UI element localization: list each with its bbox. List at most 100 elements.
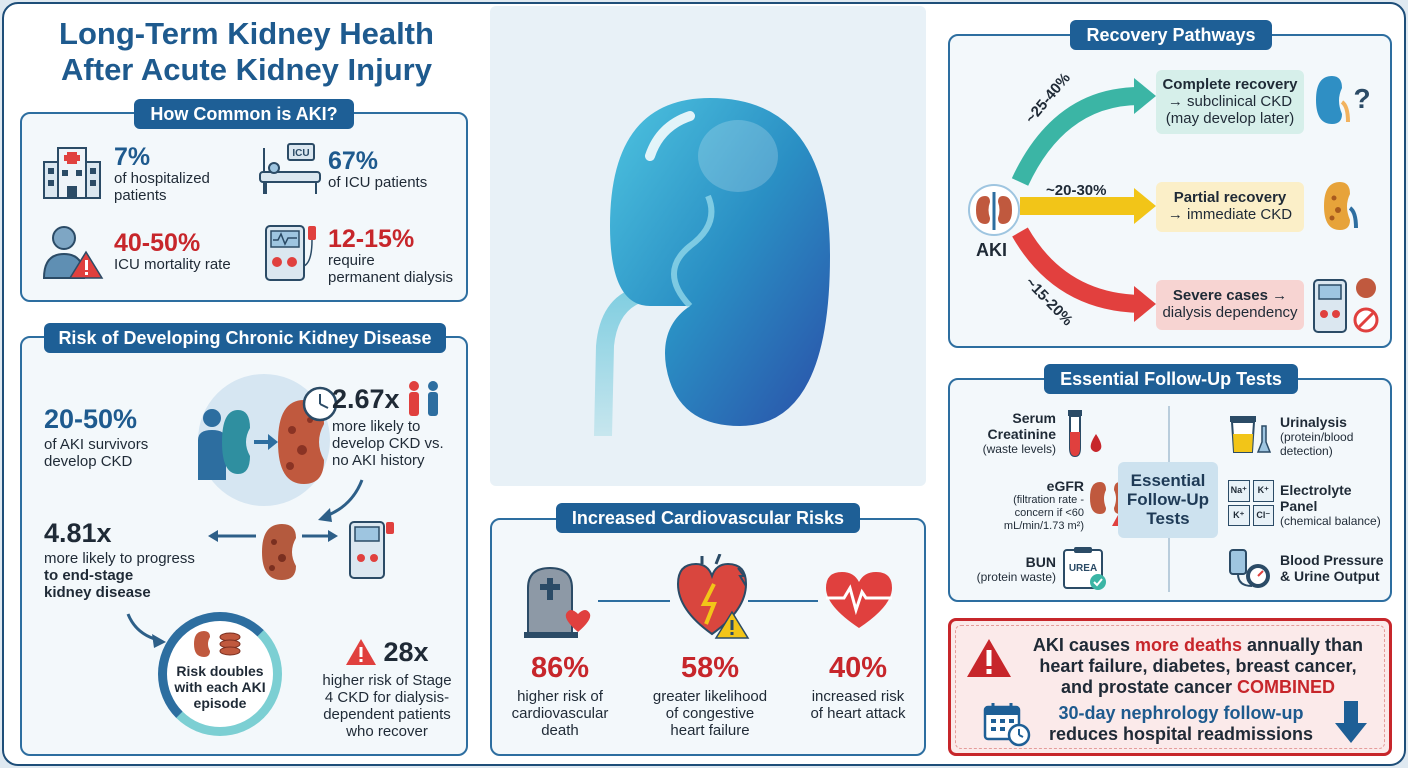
stat-more-likely: 2.67x more likely to develop CKD vs. no … <box>332 380 444 469</box>
stat-label: increased risk <box>811 688 905 705</box>
kidney-hero-card <box>490 6 926 486</box>
electrolyte-cell: K⁺ <box>1252 480 1274 502</box>
stat-label: 4 CKD for dialysis- <box>324 689 450 706</box>
test-name: eGFR <box>1046 478 1084 494</box>
page-title: Long-Term Kidney Health After Acute Kidn… <box>24 16 469 88</box>
test-desc: (chemical balance) <box>1280 514 1381 528</box>
test-blood-pressure: Blood Pressure & Urine Output <box>1280 552 1383 584</box>
aki-label: AKI <box>976 240 1007 260</box>
damaged-kidney-icon <box>208 521 394 580</box>
outcome-line: Partial recovery <box>1173 189 1287 206</box>
outcome-line: dialysis dependency <box>1162 304 1298 321</box>
electrolyte-grid-icon: Na⁺ K⁺ K⁺ Cl⁻ <box>1228 480 1274 526</box>
warning-icon <box>346 639 377 665</box>
stat-label: patients <box>114 187 167 204</box>
stat-label: of hospitalized <box>114 170 210 187</box>
icu-bed-icon: ICU <box>254 142 324 198</box>
electrolyte-cell: Cl⁻ <box>1252 504 1274 526</box>
electrolyte-cell: K⁺ <box>1228 504 1250 526</box>
warning-icon <box>967 639 1011 677</box>
urine-cup-icon <box>1230 416 1272 453</box>
kidney-icon <box>594 98 830 436</box>
stat-label: more likely to progress <box>44 550 195 567</box>
stat-stage4: 28x higher risk of Stage 4 CKD for dialy… <box>312 637 462 741</box>
outcome-severe: Severe cases → dialysis dependency <box>1156 280 1304 330</box>
stat-label: more likely to <box>332 418 421 435</box>
outcome-complete-recovery: Complete recovery → subclinical CKD (may… <box>1156 70 1304 134</box>
test-urinalysis: Urinalysis (protein/blood detection) <box>1280 414 1353 458</box>
test-desc: mL/min/1.73 m²) <box>1003 520 1084 532</box>
stat-label: require <box>328 252 375 269</box>
stat-icu: 67% of ICU patients <box>328 148 427 191</box>
ckd-risk-panel: 20-50% of AKI survivors develop CKD 2.67… <box>20 336 468 756</box>
stat-label: of heart attack <box>810 705 906 722</box>
risk-doubles-badge: Risk doubles with each AKI episode <box>158 612 282 736</box>
partial-kidney-icon <box>1324 182 1358 230</box>
test-desc: concern if <60 <box>1014 507 1084 519</box>
stat-label: death <box>541 722 579 739</box>
test-electrolyte: Electrolyte Panel (chemical balance) <box>1280 482 1381 528</box>
urea-clipboard-icon: UREA <box>1063 547 1106 590</box>
stat-value: 12-15% <box>328 225 415 253</box>
alert-panel: AKI causes more deaths annually than hea… <box>948 618 1392 756</box>
kidney-progression-icon <box>192 370 342 510</box>
tests-center-box: Essential Follow-Up Tests <box>1118 462 1218 538</box>
stat-value: 2.67x <box>332 384 400 414</box>
test-name: & Urine Output <box>1280 568 1380 584</box>
stat-value: 28x <box>383 637 429 667</box>
pathway-arrows <box>1011 78 1156 322</box>
followup-line: reduces hospital readmissions <box>1048 724 1314 744</box>
outcome-line: Severe cases → <box>1172 287 1288 304</box>
test-tube-icon <box>1068 410 1102 458</box>
test-desc: (protein/blood <box>1280 430 1354 444</box>
kidney-stack-icon <box>194 631 241 657</box>
people-icon <box>408 381 438 416</box>
stat-label: of congestive <box>665 705 755 722</box>
stat-value: 67% <box>328 147 379 175</box>
stat-label: of ICU patients <box>328 174 428 191</box>
center-line: Follow-Up <box>1126 490 1210 509</box>
test-name: Electrolyte <box>1280 482 1352 498</box>
stat-value: 7% <box>114 143 151 171</box>
test-name: Creatinine <box>987 426 1056 442</box>
badge-line: episode <box>193 695 247 711</box>
tests-panel: Serum Creatinine (waste levels) eGFR (fi… <box>948 378 1392 602</box>
test-desc: (filtration rate - <box>1013 494 1084 506</box>
cardio-title: Increased Cardiovascular Risks <box>556 503 860 533</box>
stat-label: heart failure <box>670 722 750 739</box>
stat-dialysis: 12-15% require permanent dialysis <box>328 226 453 286</box>
question-mark: ? <box>1353 83 1370 114</box>
urea-text: UREA <box>1069 563 1097 574</box>
center-line: Tests <box>1146 509 1190 528</box>
outcome-line: → subclinical CKD <box>1167 93 1293 110</box>
stat-value: 40-50% <box>114 229 201 257</box>
stat-label: higher risk of Stage <box>322 672 452 689</box>
followup-line: 30-day nephrology follow-up <box>1058 703 1304 723</box>
center-line: Essential <box>1130 471 1206 490</box>
heart-failure-stat: 58% greater likelihood of congestive hea… <box>640 652 780 739</box>
test-name: Blood Pressure <box>1280 552 1384 568</box>
dialysis-dependency-icon <box>1313 278 1379 333</box>
healthy-kidney-icon: ? <box>1316 76 1371 124</box>
stat-label: no AKI history <box>332 452 425 469</box>
outcome-line: Complete recovery <box>1162 76 1298 93</box>
test-desc: (waste levels) <box>982 442 1056 456</box>
stat-survivors: 20-50% of AKI survivors develop CKD <box>44 406 148 471</box>
followup-message: 30-day nephrology follow-up reduces hosp… <box>1033 703 1329 745</box>
stat-hospitalized: 7% of hospitalized patients <box>114 144 210 204</box>
heart-failure-icon <box>672 554 752 642</box>
heartbeat-icon <box>822 568 896 632</box>
recovery-title: Recovery Pathways <box>1070 20 1272 50</box>
stat-label: cardiovascular <box>511 705 609 722</box>
alert-inner-border <box>955 625 1385 749</box>
test-bun: BUN (protein waste) <box>956 554 1056 584</box>
test-name: Panel <box>1280 498 1318 514</box>
stat-value: 58% <box>680 652 740 684</box>
aki-kidneys-icon <box>968 184 1020 236</box>
alert-message: AKI causes more deaths annually than hea… <box>1011 635 1385 698</box>
prevalence-panel: 7% of hospitalized patients ICU 67% of I… <box>20 112 468 302</box>
electrolyte-cell: Na⁺ <box>1228 480 1250 502</box>
title-line-2: After Acute Kidney Injury <box>61 52 432 87</box>
dialysis-machine-icon <box>262 222 320 284</box>
